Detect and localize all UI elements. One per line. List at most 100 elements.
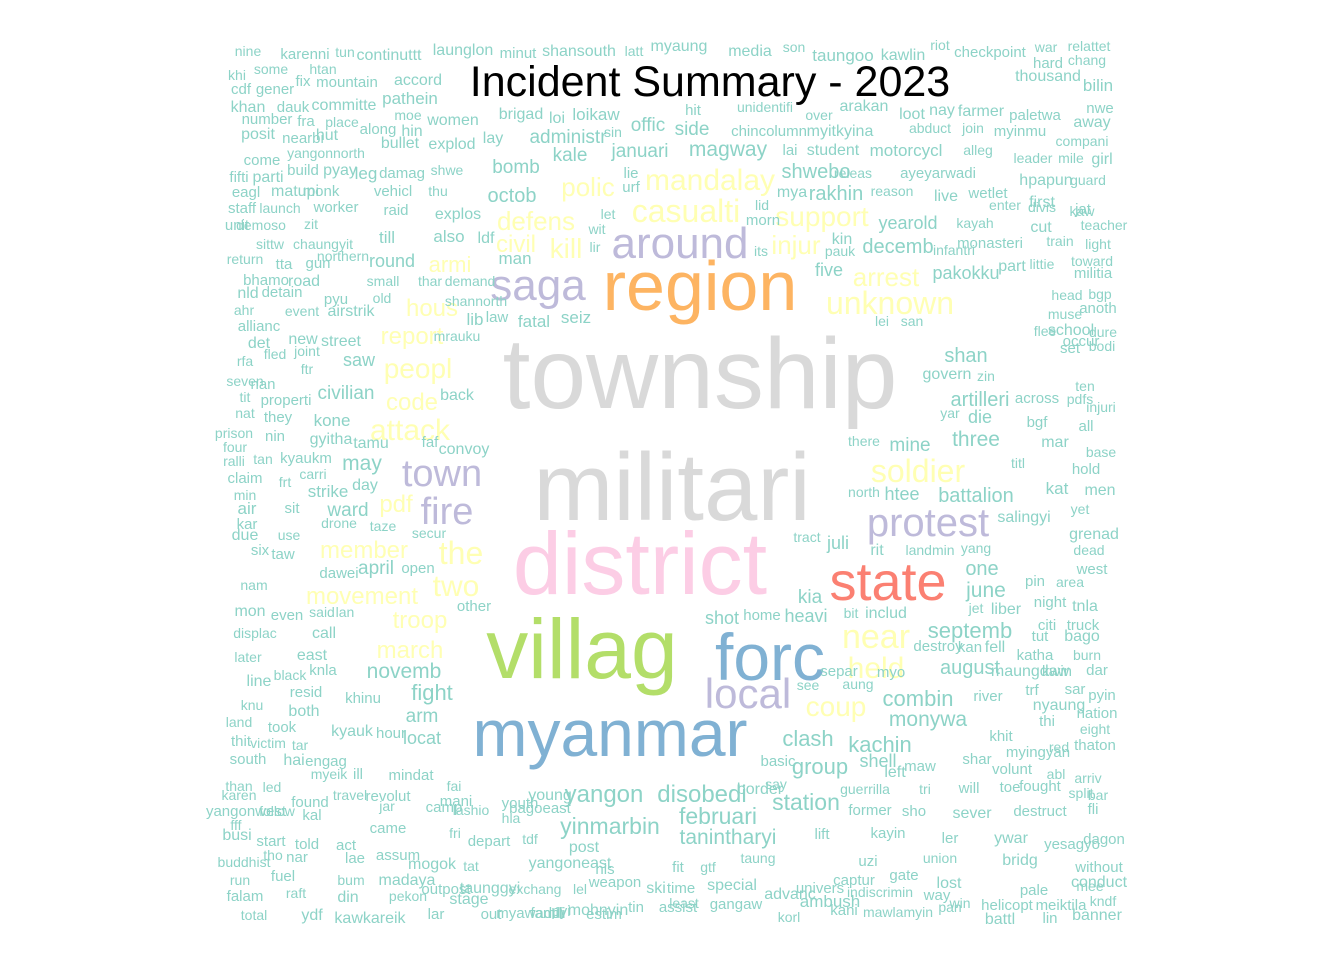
word-part: part <box>998 258 1026 275</box>
word-new: new <box>288 331 318 348</box>
word-nation: nation <box>1077 705 1118 722</box>
word-media: media <box>728 43 772 60</box>
word-fai: fai <box>447 778 462 794</box>
word-includ: includ <box>865 605 907 622</box>
word-told: told <box>295 836 319 853</box>
word-fire: fire <box>421 491 474 533</box>
word-morn: morn <box>746 212 780 229</box>
word-away: away <box>1073 114 1110 131</box>
word-zin: zin <box>977 368 995 384</box>
word-paletwa: paletwa <box>1009 107 1061 124</box>
word-girl: girl <box>1091 151 1112 168</box>
word-dure: dure <box>1089 324 1117 340</box>
word-bilin: bilin <box>1083 76 1113 95</box>
word-disobedi: disobedi <box>657 781 746 808</box>
word-four: four <box>223 439 247 455</box>
word-nin: nin <box>265 428 285 445</box>
word-yangoneast: yangoneast <box>529 855 612 872</box>
word-coup: coup <box>806 691 867 722</box>
word-min: min <box>234 487 257 503</box>
word-area: area <box>1056 574 1084 590</box>
word-tat: tat <box>463 858 479 874</box>
word-worker: worker <box>312 199 358 216</box>
word-march: march <box>377 637 444 664</box>
word-monasteri: monasteri <box>957 235 1023 252</box>
word-hous: hous <box>406 295 458 322</box>
word-exchang: exchang <box>509 881 562 897</box>
word-fra: fra <box>297 113 315 130</box>
word-ywar: ywar <box>994 830 1028 847</box>
word-sittw: sittw <box>256 236 285 252</box>
word-follow: follow <box>259 803 296 819</box>
word-brigad: brigad <box>499 106 543 123</box>
word-parti: parti <box>252 169 283 186</box>
word-advanc: advanc <box>764 886 816 903</box>
word-hold: hold <box>1072 461 1100 478</box>
word-took: took <box>268 719 297 736</box>
word-committe: committe <box>312 97 377 114</box>
word-titl: titl <box>1011 455 1025 471</box>
word-pdfs: pdfs <box>1067 391 1093 407</box>
word-peopl: peopl <box>384 353 453 384</box>
word-they: they <box>264 409 293 426</box>
word-shwe: shwe <box>431 162 464 178</box>
word-jet: jet <box>968 600 984 616</box>
word-accord: accord <box>394 72 442 89</box>
word-tamu: tamu <box>353 435 389 452</box>
word-left: left <box>884 764 906 781</box>
word-tract: tract <box>793 529 820 545</box>
word-man: man <box>498 249 531 268</box>
word-kawkareik: kawkareik <box>334 910 406 927</box>
word-die: die <box>968 407 992 427</box>
word-hla: hla <box>502 810 521 826</box>
word-myaung: myaung <box>651 38 708 55</box>
word-mile: mile <box>1058 150 1084 166</box>
word-myanmar: myanmar <box>472 696 747 770</box>
word-estim: estim <box>586 906 622 923</box>
word-polic: polic <box>561 172 614 202</box>
word-kal: kal <box>302 807 321 824</box>
word-tanintharyi: tanintharyi <box>680 826 777 849</box>
word-tdf: tdf <box>522 831 538 847</box>
word-nearbi: nearbi <box>282 130 324 147</box>
word-war: war <box>1034 39 1058 55</box>
word-black: black <box>274 667 308 683</box>
word-street: street <box>321 333 362 350</box>
word-stage: stage <box>449 891 488 908</box>
word-taunggyi: taunggyi <box>460 880 521 897</box>
word-casualti: casualti <box>632 193 741 229</box>
word-tit: tit <box>240 389 251 405</box>
word-bridg: bridg <box>1002 852 1038 869</box>
word-raid: raid <box>383 202 408 219</box>
word-lar: lar <box>428 906 445 923</box>
word-group: group <box>792 754 848 779</box>
word-nam: nam <box>240 577 267 593</box>
word-kwin: kwin <box>1042 663 1072 680</box>
word-live: live <box>934 188 958 205</box>
word-gate: gate <box>889 867 918 884</box>
word-mar: mar <box>1041 434 1069 451</box>
word-tin: tin <box>628 899 644 916</box>
word-frt: frt <box>279 474 292 490</box>
word-novemb: novemb <box>367 660 442 683</box>
word-yang: yang <box>961 540 991 556</box>
word-pathein: pathein <box>382 89 438 108</box>
word-hai: hai <box>283 752 304 769</box>
word-fifti: fifti <box>229 169 248 186</box>
word-uzi: uzi <box>858 853 877 870</box>
word-pyi: pyi <box>551 903 570 920</box>
word-fli: fli <box>1088 801 1099 818</box>
word-win: win <box>948 895 970 911</box>
word-kayah: kayah <box>956 215 993 231</box>
word-riot: riot <box>930 37 950 53</box>
word-anoth: anoth <box>1079 300 1117 317</box>
word-katha: katha <box>1017 647 1054 664</box>
word-all: all <box>1078 418 1093 435</box>
word-nwe: nwe <box>1086 100 1114 117</box>
word-held: held <box>848 652 905 685</box>
word-base: base <box>1086 444 1117 460</box>
word-forc: forc <box>715 620 825 694</box>
word-dauk: dauk <box>277 99 310 116</box>
word-train: train <box>1046 233 1073 249</box>
word-pekon: pekon <box>389 888 427 904</box>
